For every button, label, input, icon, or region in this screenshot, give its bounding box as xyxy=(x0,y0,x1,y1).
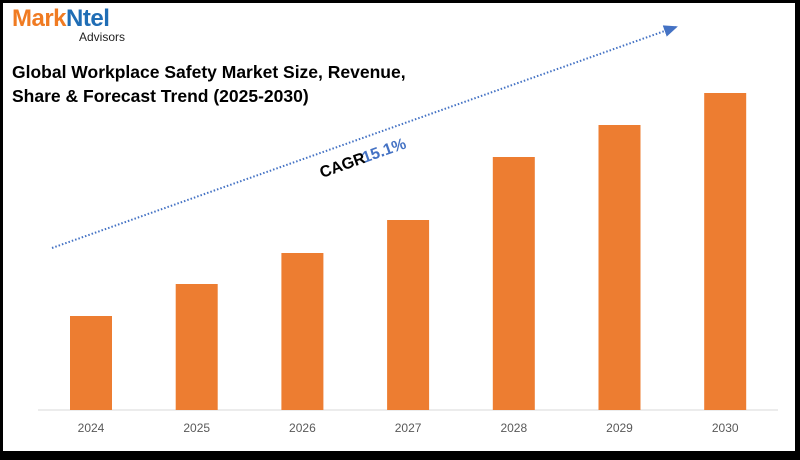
bar-2029 xyxy=(598,125,641,410)
x-tick-label: 2030 xyxy=(712,421,739,435)
x-tick-label: 2027 xyxy=(395,421,422,435)
logo-advisors: Advisors xyxy=(79,30,126,44)
x-tick-label: 2028 xyxy=(500,421,527,435)
chart-title: Global Workplace Safety Market Size, Rev… xyxy=(12,62,406,106)
x-tick-label: 2025 xyxy=(183,421,210,435)
logo-mark: Mark xyxy=(12,5,67,32)
x-tick-label: 2024 xyxy=(78,421,105,435)
logo-ntel: Ntel xyxy=(66,5,110,32)
marknteladvisors-logo: MarkNtel Advisors xyxy=(12,5,125,45)
cagr-value: 15.1% xyxy=(360,136,408,167)
x-tick-label: 2029 xyxy=(606,421,633,435)
bar-2024 xyxy=(70,316,112,410)
cagr-annotation: CAGR 15.1% xyxy=(318,136,409,182)
bar-2027 xyxy=(387,220,430,410)
bar-2026 xyxy=(281,253,324,410)
x-tick-label: 2026 xyxy=(289,421,316,435)
bar-2028 xyxy=(492,157,535,410)
bar-2025 xyxy=(175,284,218,410)
cagr-arrow xyxy=(51,25,678,249)
bar-2030 xyxy=(704,93,747,410)
